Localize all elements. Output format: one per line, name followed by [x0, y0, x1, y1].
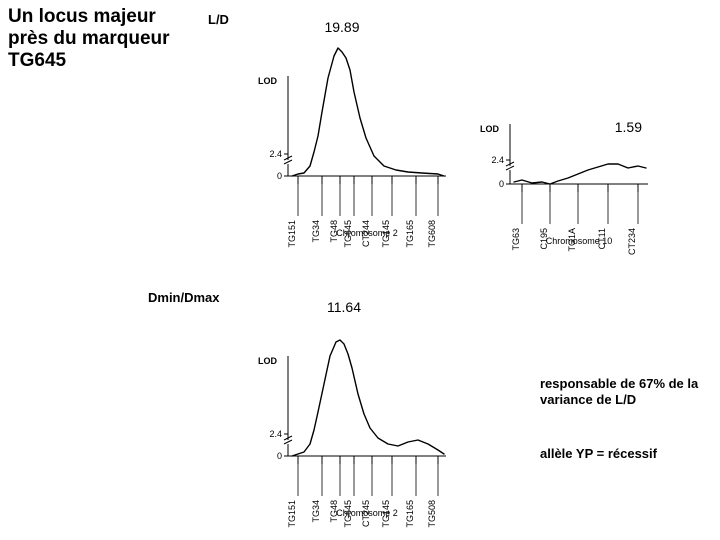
- svg-text:LOD: LOD: [480, 124, 499, 134]
- svg-text:0: 0: [277, 451, 282, 461]
- svg-text:TG165: TG165: [405, 500, 415, 528]
- svg-text:TG151: TG151: [287, 220, 297, 248]
- svg-text:TG508: TG508: [427, 500, 437, 528]
- svg-text:2.4: 2.4: [269, 149, 282, 159]
- svg-text:LOD: LOD: [258, 76, 277, 86]
- svg-text:TG151: TG151: [287, 500, 297, 528]
- slide-root: { "title": "Un locus majeur près du marq…: [0, 0, 720, 540]
- svg-text:19.89: 19.89: [324, 19, 359, 35]
- svg-text:Chromosome 2: Chromosome 2: [336, 508, 398, 518]
- svg-text:0: 0: [499, 179, 504, 189]
- svg-text:TG34: TG34: [311, 220, 321, 243]
- label-ld: L/D: [208, 12, 229, 27]
- svg-text:LOD: LOD: [258, 356, 277, 366]
- text-responsable: responsable de 67% de la variance de L/D: [540, 376, 710, 409]
- text-allele: allèle YP = récessif: [540, 446, 720, 462]
- chart-chr10-ld: LOD02.4TG63C195TG1ACT11CT234Chromosome 1…: [480, 60, 660, 256]
- svg-text:Chromosome 10: Chromosome 10: [546, 236, 613, 246]
- svg-text:TG165: TG165: [405, 220, 415, 248]
- svg-text:11.64: 11.64: [327, 299, 361, 315]
- svg-text:Chromosome 2: Chromosome 2: [336, 228, 398, 238]
- chart-chr2-ld: LOD02.4TG151TG34TG48TG645CT244TG145TG165…: [252, 6, 456, 256]
- label-dmin-dmax: Dmin/Dmax: [148, 290, 220, 305]
- svg-text:CT234: CT234: [627, 228, 637, 255]
- svg-text:2.4: 2.4: [491, 155, 504, 165]
- svg-text:TG608: TG608: [427, 220, 437, 248]
- svg-text:1.59: 1.59: [615, 119, 642, 135]
- svg-text:TG34: TG34: [311, 500, 321, 523]
- svg-text:TG63: TG63: [511, 228, 521, 251]
- chart-chr2-dmin-dmax: LOD02.4TG151TG34TG48TG645CT245TG145TG165…: [252, 286, 456, 534]
- svg-text:2.4: 2.4: [269, 429, 282, 439]
- svg-text:0: 0: [277, 171, 282, 181]
- slide-title: Un locus majeur près du marqueur TG645: [8, 6, 178, 72]
